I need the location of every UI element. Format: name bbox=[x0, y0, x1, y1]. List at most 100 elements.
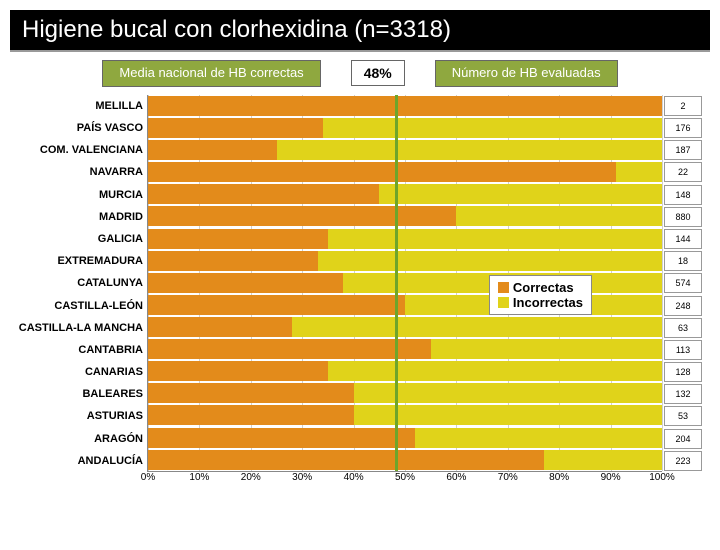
bar-correctas bbox=[148, 162, 616, 182]
national-mean-percent: 48% bbox=[351, 60, 405, 86]
x-tick-label: 70% bbox=[498, 472, 518, 483]
region-label: COM. VALENCIANA bbox=[18, 140, 143, 160]
legend-swatch-correctas bbox=[498, 282, 509, 293]
region-label: ANDALUCÍA bbox=[18, 451, 143, 471]
region-label: MURCIA bbox=[18, 185, 143, 205]
region-label: GALICIA bbox=[18, 229, 143, 249]
count-box: 187 bbox=[664, 140, 702, 160]
count-box: 132 bbox=[664, 384, 702, 404]
count-box: 176 bbox=[664, 118, 702, 138]
bar-correctas bbox=[148, 339, 431, 359]
bar-correctas bbox=[148, 251, 318, 271]
region-label: CANTABRIA bbox=[18, 340, 143, 360]
bar-correctas bbox=[148, 273, 343, 293]
bar-incorrectas bbox=[616, 162, 662, 182]
x-tick-label: 30% bbox=[292, 472, 312, 483]
bar-row bbox=[148, 339, 662, 359]
count-column: 2176187221488801441857424863113128132532… bbox=[662, 95, 702, 472]
bar-incorrectas bbox=[456, 206, 662, 226]
bar-incorrectas bbox=[415, 428, 662, 448]
x-tick-label: 0% bbox=[141, 472, 155, 483]
x-tick-label: 80% bbox=[549, 472, 569, 483]
region-label: BALEARES bbox=[18, 384, 143, 404]
bar-correctas bbox=[148, 295, 405, 315]
legend-text-incorrectas: Incorrectas bbox=[513, 295, 583, 310]
bar-correctas bbox=[148, 140, 277, 160]
count-box: 880 bbox=[664, 207, 702, 227]
bar-row bbox=[148, 450, 662, 470]
bar-incorrectas bbox=[328, 361, 662, 381]
bar-row bbox=[148, 184, 662, 204]
bar-incorrectas bbox=[354, 405, 662, 425]
bar-incorrectas bbox=[318, 251, 662, 271]
count-label: Número de HB evaluadas bbox=[435, 60, 618, 87]
x-tick-label: 90% bbox=[601, 472, 621, 483]
count-box: 574 bbox=[664, 273, 702, 293]
count-box: 148 bbox=[664, 185, 702, 205]
slide-title: Higiene bucal con clorhexidina (n=3318) bbox=[10, 10, 710, 52]
grid-line bbox=[662, 95, 663, 471]
bar-row bbox=[148, 140, 662, 160]
bar-row bbox=[148, 229, 662, 249]
region-label: CANARIAS bbox=[18, 362, 143, 382]
bar-correctas bbox=[148, 405, 354, 425]
x-tick-label: 20% bbox=[241, 472, 261, 483]
region-label: ASTURIAS bbox=[18, 406, 143, 426]
region-label: MELILLA bbox=[18, 96, 143, 116]
x-axis: 0%10%20%30%40%50%60%70%80%90%100% bbox=[148, 472, 662, 486]
bar-row bbox=[148, 428, 662, 448]
count-box: 223 bbox=[664, 451, 702, 471]
header-row: Media nacional de HB correctas 48% Númer… bbox=[0, 60, 720, 87]
y-axis-labels: MELILLAPAÍS VASCOCOM. VALENCIANANAVARRA M… bbox=[18, 95, 148, 472]
bar-row bbox=[148, 118, 662, 138]
count-box: 63 bbox=[664, 318, 702, 338]
legend-correctas: Correctas bbox=[498, 280, 583, 295]
region-label: PAÍS VASCO bbox=[18, 118, 143, 138]
bar-row bbox=[148, 96, 662, 116]
x-tick-label: 40% bbox=[344, 472, 364, 483]
bar-correctas bbox=[148, 450, 544, 470]
legend-swatch-incorrectas bbox=[498, 297, 509, 308]
bar-row bbox=[148, 361, 662, 381]
x-tick-label: 50% bbox=[395, 472, 415, 483]
plot-area: Correctas Incorrectas bbox=[148, 95, 662, 472]
national-mean-label: Media nacional de HB correctas bbox=[102, 60, 320, 87]
bar-correctas bbox=[148, 96, 662, 116]
bar-row bbox=[148, 317, 662, 337]
region-label: CATALUNYA bbox=[18, 273, 143, 293]
count-box: 248 bbox=[664, 296, 702, 316]
bar-correctas bbox=[148, 317, 292, 337]
bar-correctas bbox=[148, 206, 456, 226]
count-box: 204 bbox=[664, 429, 702, 449]
count-box: 18 bbox=[664, 251, 702, 271]
count-label-text: Número de HB evaluadas bbox=[452, 65, 601, 80]
bar-incorrectas bbox=[431, 339, 662, 359]
bar-correctas bbox=[148, 428, 415, 448]
bar-incorrectas bbox=[323, 118, 662, 138]
bar-row bbox=[148, 383, 662, 403]
count-box: 128 bbox=[664, 362, 702, 382]
legend-incorrectas: Incorrectas bbox=[498, 295, 583, 310]
region-label: CASTILLA-LEÓN bbox=[18, 296, 143, 316]
bar-incorrectas bbox=[354, 383, 662, 403]
bar-correctas bbox=[148, 229, 328, 249]
bar-row bbox=[148, 251, 662, 271]
bar-row bbox=[148, 162, 662, 182]
region-label: MADRID bbox=[18, 207, 143, 227]
count-box: 144 bbox=[664, 229, 702, 249]
count-box: 22 bbox=[664, 162, 702, 182]
bar-incorrectas bbox=[379, 184, 662, 204]
legend-text-correctas: Correctas bbox=[513, 280, 574, 295]
bar-row bbox=[148, 206, 662, 226]
count-box: 53 bbox=[664, 406, 702, 426]
bar-incorrectas bbox=[328, 229, 662, 249]
bar-incorrectas bbox=[292, 317, 662, 337]
bar-row bbox=[148, 405, 662, 425]
bar-correctas bbox=[148, 118, 323, 138]
bar-correctas bbox=[148, 361, 328, 381]
bar-correctas bbox=[148, 184, 379, 204]
bar-correctas bbox=[148, 383, 354, 403]
region-label: NAVARRA bbox=[18, 162, 143, 182]
x-tick-label: 60% bbox=[446, 472, 466, 483]
count-box: 2 bbox=[664, 96, 702, 116]
